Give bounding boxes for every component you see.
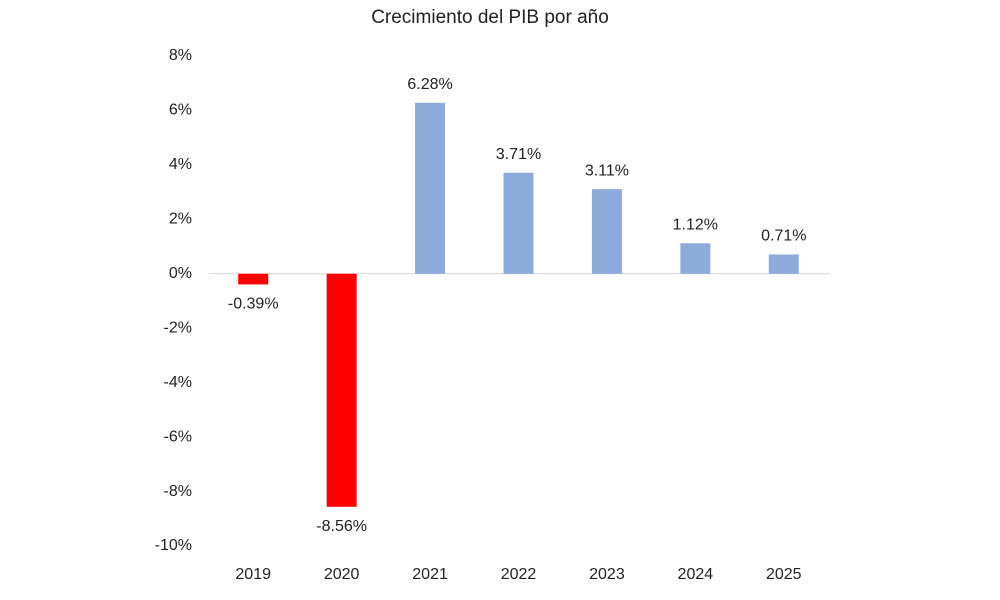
data-label: -0.39% (228, 296, 279, 313)
bar (591, 189, 622, 274)
x-tick-label: 2023 (589, 566, 625, 583)
data-label: 3.11% (585, 162, 629, 179)
data-label: 1.12% (673, 217, 718, 234)
bar (326, 273, 357, 507)
bar (768, 254, 799, 274)
y-tick-label: -4% (164, 374, 192, 391)
bar (238, 273, 269, 285)
y-tick-label: 0% (169, 265, 192, 282)
x-tick-label: 2024 (678, 566, 714, 583)
y-tick-label: 2% (169, 211, 192, 228)
x-tick-label: 2025 (766, 566, 802, 583)
x-tick-label: 2019 (235, 566, 271, 583)
chart-title: Crecimiento del PIB por año (371, 7, 609, 28)
data-label: 3.71% (496, 146, 541, 163)
data-label: -8.56% (316, 518, 367, 535)
data-label: 6.28% (407, 76, 452, 93)
bar (415, 102, 446, 274)
x-tick-label: 2020 (324, 566, 360, 583)
y-tick-label: -6% (164, 428, 192, 445)
y-tick-label: -8% (164, 483, 192, 500)
bar (503, 172, 534, 274)
y-tick-label: 4% (169, 156, 192, 173)
y-tick-label: -10% (155, 537, 192, 554)
data-label: 0.71% (761, 228, 806, 245)
x-tick-label: 2021 (412, 566, 448, 583)
x-tick-label: 2022 (501, 566, 537, 583)
bar (680, 243, 711, 274)
y-tick-label: -2% (164, 319, 192, 336)
y-tick-label: 8% (169, 47, 192, 64)
y-tick-label: 6% (169, 102, 192, 119)
